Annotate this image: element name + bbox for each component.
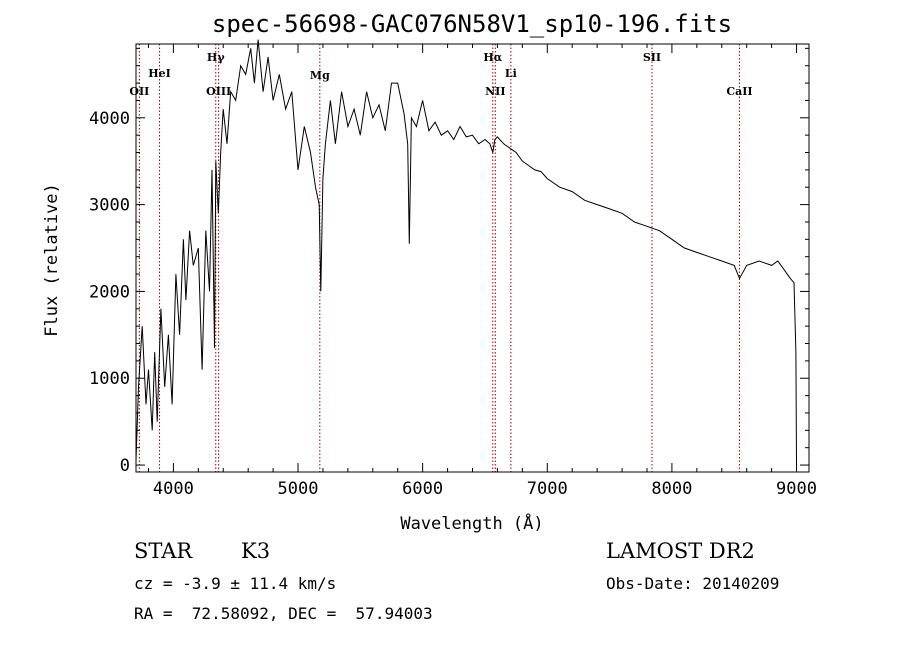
y-tick-label: 4000 bbox=[89, 109, 130, 129]
survey-name: LAMOST DR2 bbox=[606, 539, 755, 563]
spectrum-series-line bbox=[135, 39, 797, 466]
spectral-line-label: Hγ bbox=[207, 51, 225, 64]
observation-date: Obs-Date: 20140209 bbox=[606, 574, 780, 593]
y-axis-ticks: 0 1000 2000 3000 4000 bbox=[89, 47, 809, 476]
spectral-line-label: SII bbox=[643, 51, 661, 64]
sky-coordinates: RA = 72.58092, DEC = 57.94003 bbox=[134, 604, 433, 623]
x-tick-label: 6000 bbox=[402, 479, 443, 499]
plot-frame bbox=[135, 43, 810, 473]
y-tick-label: 2000 bbox=[89, 282, 130, 302]
y-tick-label: 0 bbox=[120, 456, 130, 476]
spectral-line-label: Li bbox=[505, 67, 517, 80]
x-axis-label: Wavelength (Å) bbox=[400, 512, 543, 534]
y-tick-label: 3000 bbox=[89, 196, 130, 216]
y-tick-label: 1000 bbox=[89, 369, 130, 389]
object-class: STAR bbox=[134, 539, 193, 563]
object-subclass: K3 bbox=[241, 539, 271, 563]
spectral-line-label: Mg bbox=[310, 69, 330, 82]
spectral-line-label: OII bbox=[129, 85, 149, 98]
x-tick-label: 7000 bbox=[527, 479, 568, 499]
spectral-line-label: Hα bbox=[483, 51, 502, 64]
x-axis-ticks: 4000 5000 6000 7000 8000 9000 bbox=[147, 44, 817, 499]
x-tick-label: 5000 bbox=[278, 479, 319, 499]
x-tick-label: 9000 bbox=[776, 479, 817, 499]
spectral-line-label: OIII bbox=[206, 85, 231, 98]
spectral-line-label: HeI bbox=[148, 67, 171, 80]
spectral-line-label: CaII bbox=[726, 85, 752, 98]
chart-title: spec-56698-GAC076N58V1_sp10-196.fits bbox=[212, 10, 732, 38]
redshift-velocity: cz = -3.9 ± 11.4 km/s bbox=[134, 574, 337, 593]
x-tick-label: 8000 bbox=[651, 479, 692, 499]
x-tick-label: 4000 bbox=[153, 479, 194, 499]
spectral-line-label: NII bbox=[485, 85, 505, 98]
y-axis-label: Flux (relative) bbox=[42, 183, 62, 337]
